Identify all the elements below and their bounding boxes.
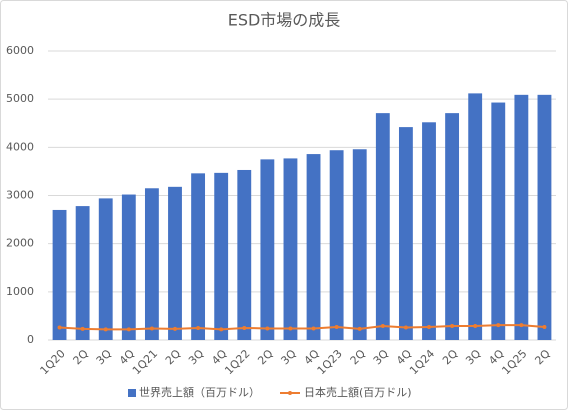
line-marker (380, 324, 385, 329)
line-marker (242, 325, 247, 330)
bar (260, 159, 275, 340)
bar (398, 127, 413, 340)
chart-title: ESD市場の成長 (228, 11, 341, 30)
y-tick-label: 5000 (6, 92, 34, 105)
bar (468, 93, 483, 341)
bar (514, 94, 529, 340)
y-tick-label: 1000 (6, 285, 34, 298)
line-marker (542, 324, 547, 329)
line-marker (173, 326, 177, 331)
line-marker (473, 324, 478, 329)
bar (214, 172, 229, 340)
bar (75, 206, 90, 340)
line-marker (57, 325, 62, 330)
line-marker (219, 327, 224, 332)
line-marker (427, 324, 431, 329)
y-tick-label: 4000 (6, 140, 34, 153)
line (59, 324, 545, 331)
bar (168, 186, 182, 340)
line-marker (126, 327, 131, 332)
legend-swatch (128, 389, 136, 397)
line-marker (450, 324, 455, 329)
line-marker (103, 327, 108, 332)
line-marker (334, 324, 339, 329)
bar (306, 154, 321, 340)
bar (121, 194, 136, 340)
bar (422, 122, 436, 340)
line-marker (357, 326, 362, 331)
line-marker (80, 326, 85, 331)
bar (98, 198, 113, 340)
line-marker (149, 326, 154, 331)
bar (52, 209, 67, 340)
bar (352, 149, 367, 340)
line-marker (311, 326, 316, 331)
line-marker (519, 323, 524, 328)
bar (491, 102, 506, 340)
y-tick-label: 6000 (6, 44, 34, 57)
bar (537, 94, 552, 340)
line-marker (196, 325, 201, 330)
bar (329, 150, 344, 340)
line-marker (288, 326, 293, 331)
bar (445, 113, 460, 340)
bar (191, 173, 206, 340)
y-tick-label: 0 (27, 333, 34, 346)
bar (144, 188, 159, 340)
bar (283, 158, 298, 340)
line-marker (265, 326, 270, 331)
legend-swatch-marker (288, 391, 292, 395)
legend-label: 世界売上額（百万ドル） (139, 386, 260, 399)
line-marker (496, 323, 501, 328)
bar (375, 113, 390, 340)
y-tick-label: 3000 (6, 189, 34, 202)
y-tick-label: 2000 (6, 237, 34, 250)
line-marker (403, 325, 408, 330)
bar (237, 169, 252, 340)
legend-label: 日本売上額(百万ドル) (304, 385, 412, 399)
